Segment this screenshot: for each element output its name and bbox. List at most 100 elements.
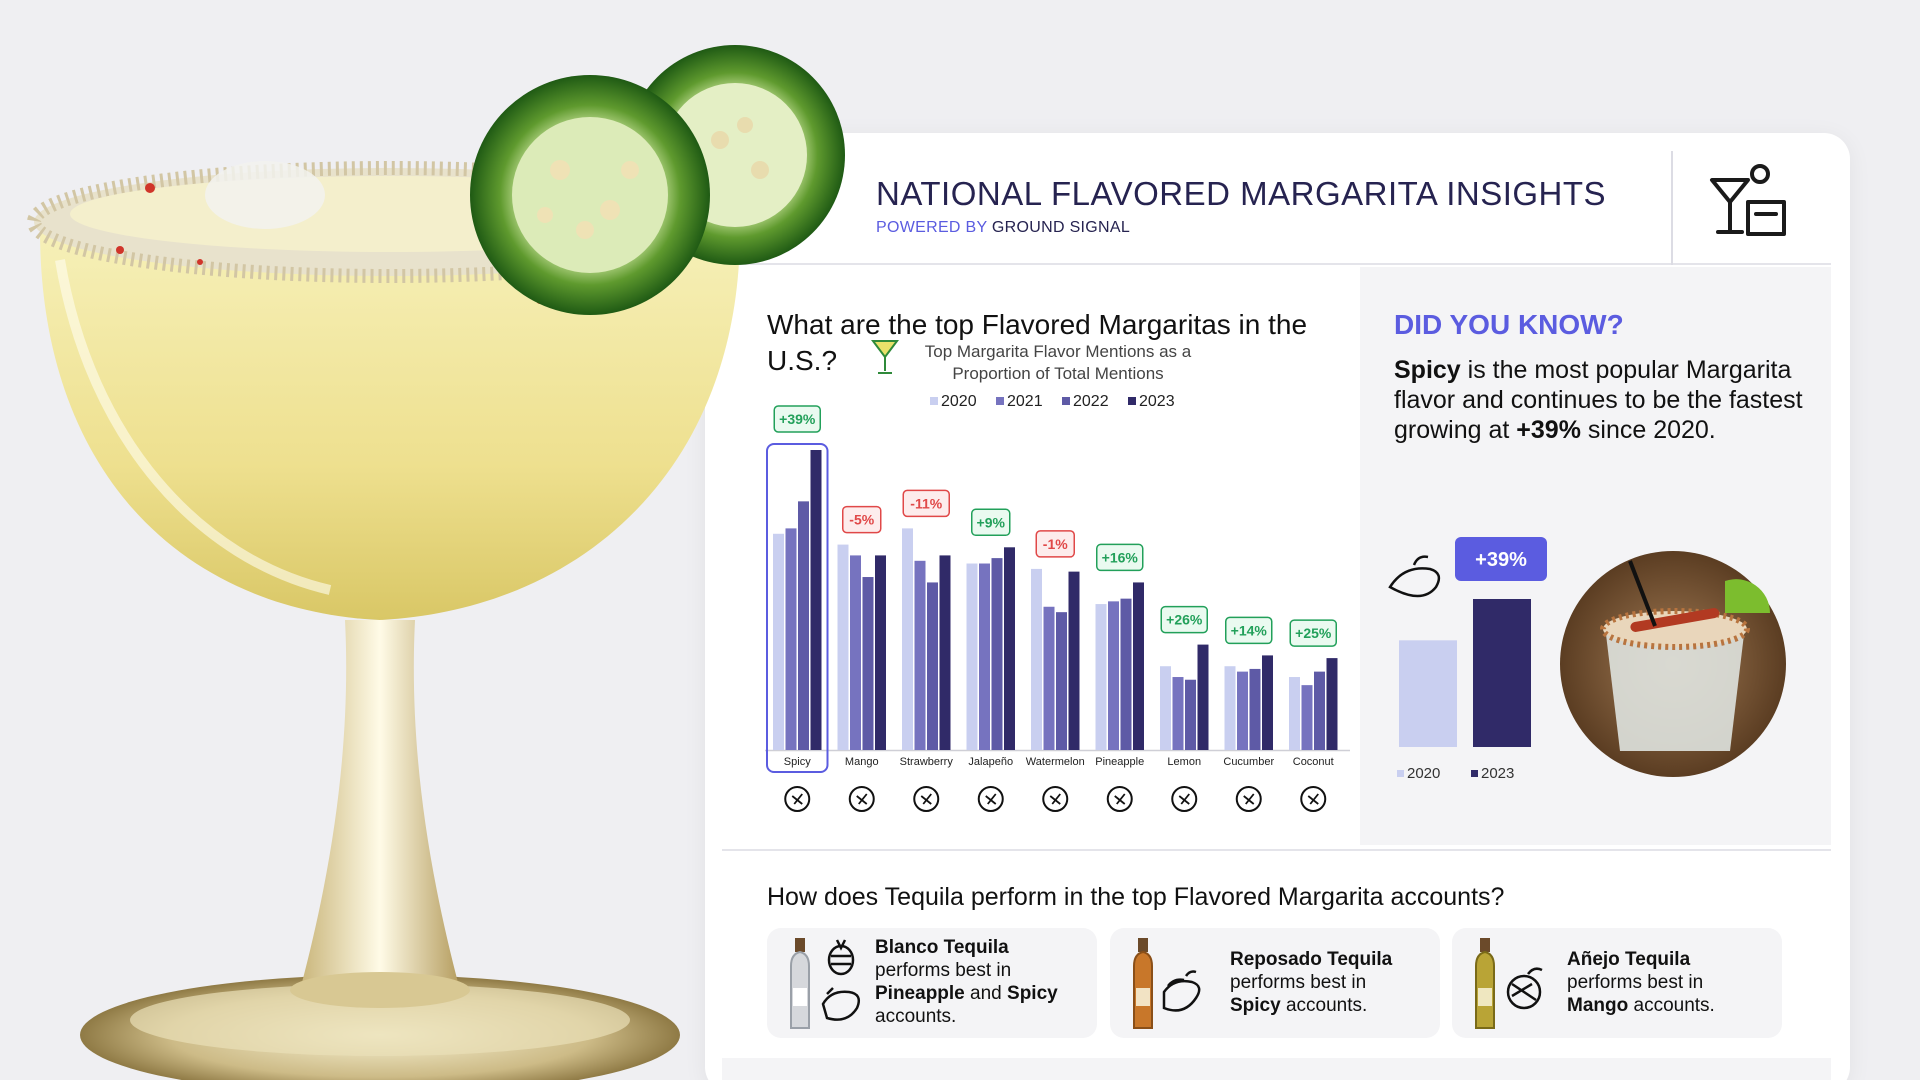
mango-icon-outline xyxy=(848,786,875,812)
change-label-mango: -5% xyxy=(849,512,874,528)
bar-mango-2020 xyxy=(837,544,849,750)
powered-by-prefix: POWERED BY xyxy=(876,219,988,236)
bar-strawberry-2023 xyxy=(939,555,951,750)
bar-watermelon-2020 xyxy=(1031,568,1042,750)
chili-pepper-icon xyxy=(784,786,811,812)
bar-spicy-2023 xyxy=(810,450,822,750)
change-label-watermelon: -1% xyxy=(1043,536,1068,552)
bar-strawberry-2020 xyxy=(902,528,913,750)
legend-swatch-2022 xyxy=(1062,397,1070,405)
section-divider xyxy=(722,849,1831,851)
category-label-spicy: Spicy xyxy=(784,756,811,768)
anejo-text: Añejo Tequila performs best in Mango acc… xyxy=(1567,948,1777,1017)
lemon-icon xyxy=(1171,786,1198,812)
flavor-bar-chart: Top Margarita Flavor Mentions as a Propor… xyxy=(765,340,1350,812)
bar-mango-2021 xyxy=(850,555,861,750)
coconut-icon-detail xyxy=(1307,793,1319,805)
change-badge-mango xyxy=(842,505,882,534)
reposado-text: Reposado Tequila performs best in Spicy … xyxy=(1230,948,1435,1017)
lemon-icon-detail xyxy=(1178,793,1190,805)
anejo-end: accounts. xyxy=(1633,995,1715,1016)
bar-lemon-2020 xyxy=(1160,666,1171,750)
anejo-name: Añejo Tequila xyxy=(1567,949,1691,970)
anejo-flavor1: Mango xyxy=(1567,995,1629,1016)
mini-change-label: +39% xyxy=(1475,549,1527,571)
category-label-lemon: Lemon xyxy=(1167,756,1201,768)
legend-swatch-2023 xyxy=(1128,397,1136,405)
pineapple-icon-detail xyxy=(1114,793,1126,805)
category-label-jalapeno: Jalapeño xyxy=(968,756,1013,768)
powered-by: POWERED BY GROUND SIGNAL xyxy=(876,219,1130,237)
blanco-text: Blanco Tequila performs best in Pineappl… xyxy=(875,936,1090,1028)
blanco-end: accounts. xyxy=(875,1006,957,1027)
dyk-bold-pct: +39% xyxy=(1516,416,1581,444)
mango-icon xyxy=(848,786,875,812)
strawberry-icon xyxy=(913,786,940,812)
bar-spicy-2020 xyxy=(773,533,784,750)
reposado-name: Reposado Tequila xyxy=(1230,949,1393,970)
mini-legend-label-2020: 2020 xyxy=(1407,765,1440,782)
change-badge-pineapple xyxy=(1096,543,1144,572)
change-badge-spicy xyxy=(773,405,821,433)
cucumber-icon xyxy=(1235,786,1262,812)
margarita-glass-illustration xyxy=(27,45,845,1080)
bar-strawberry-2021 xyxy=(914,560,926,750)
blanco-name: Blanco Tequila xyxy=(875,937,1009,958)
legend-label-2022: 2022 xyxy=(1073,393,1109,410)
spicy-margarita-photo xyxy=(1560,551,1786,777)
mango-icon-detail xyxy=(856,793,868,805)
pineapple-icon-outline xyxy=(1106,786,1133,812)
bar-coconut-2022 xyxy=(1314,671,1325,750)
tequila-card-blanco: Blanco Tequila performs best in Pineappl… xyxy=(767,928,1097,1038)
change-label-jalapeno: +9% xyxy=(977,514,1006,530)
strawberry-icon-detail xyxy=(920,793,932,805)
bar-jalapeno-2021 xyxy=(979,563,990,750)
did-you-know-panel: 2020 2023 +39% DID YOU KNOW? Spicy is the … xyxy=(1360,267,1831,845)
change-label-pineapple: +16% xyxy=(1102,549,1139,565)
chili-pepper-icon xyxy=(1388,555,1441,598)
legend-swatch-2021 xyxy=(996,397,1004,405)
page-title: NATIONAL FLAVORED MARGARITA INSIGHTS xyxy=(876,175,1607,212)
bar-lemon-2021 xyxy=(1172,677,1184,750)
anejo-bottle-icon xyxy=(1475,938,1543,1029)
cucumber-icon-outline xyxy=(1235,786,1262,812)
header-divider xyxy=(1671,151,1673,265)
jalapeno-icon-detail xyxy=(985,793,997,805)
category-label-strawberry: Strawberry xyxy=(900,756,954,768)
bar-spicy-2021 xyxy=(785,528,797,750)
bar-pineapple-2023 xyxy=(1133,582,1144,750)
change-badge-watermelon xyxy=(1035,530,1075,558)
chart-title-line-1: Top Margarita Flavor Mentions as a xyxy=(925,342,1192,361)
tequila-question: How does Tequila perform in the top Flav… xyxy=(767,883,1505,911)
bar-cucumber-2022 xyxy=(1249,668,1261,750)
change-label-coconut: +25% xyxy=(1295,625,1332,641)
chart-title-glass-icon xyxy=(871,340,899,374)
tequila-card-reposado: Reposado Tequila performs best in Spicy … xyxy=(1110,928,1440,1038)
top-flavors-question: What are the top Flavored Margaritas in … xyxy=(767,309,1308,376)
card-header: NATIONAL FLAVORED MARGARITA INSIGHTS POW… xyxy=(705,133,1831,265)
blanco-bottle-icon xyxy=(790,938,860,1029)
legend-label-2020: 2020 xyxy=(941,393,977,410)
jalapeno-icon-outline xyxy=(977,786,1004,812)
dyk-text-part2: since 2020. xyxy=(1580,416,1716,444)
flavor-chart-section: Top Margarita Flavor Mentions as a Propor… xyxy=(705,267,1360,845)
change-badge-cucumber xyxy=(1225,616,1273,645)
bar-pineapple-2022 xyxy=(1120,598,1132,750)
watermelon-icon xyxy=(1042,786,1069,812)
spicy-growth-chart: 2020 2023 +39% xyxy=(1388,537,1547,782)
strawberry-icon-outline xyxy=(913,786,940,812)
legend-label-2023: 2023 xyxy=(1139,393,1175,410)
change-badge-lemon xyxy=(1160,605,1208,634)
change-label-spicy: +39% xyxy=(779,411,816,427)
bar-strawberry-2022 xyxy=(927,582,938,750)
coconut-icon-outline xyxy=(1300,786,1327,812)
highlight-frame-spicy xyxy=(766,443,829,773)
mini-bar-2020 xyxy=(1399,640,1457,747)
cocktail-icon xyxy=(1710,164,1786,236)
dyk-text-part1: is the most popular Margarita flavor and… xyxy=(1394,356,1803,444)
bar-lemon-2023 xyxy=(1197,644,1209,750)
bar-coconut-2023 xyxy=(1326,658,1338,750)
bottom-strip xyxy=(722,1058,1831,1080)
coconut-icon xyxy=(1300,786,1327,812)
reposado-end: accounts. xyxy=(1285,995,1368,1016)
